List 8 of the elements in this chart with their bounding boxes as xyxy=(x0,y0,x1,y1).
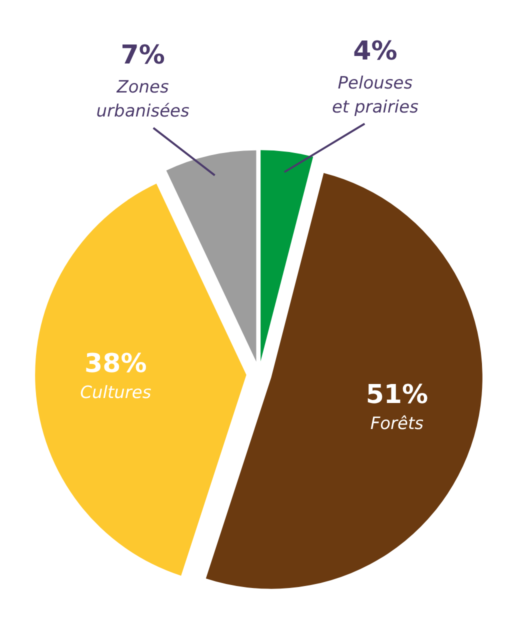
slice-label: Forêts xyxy=(370,414,424,434)
slice-label: Cultures xyxy=(80,383,152,404)
data-label: 4% xyxy=(353,36,398,66)
data-label: 51% xyxy=(366,380,428,410)
slice-label: Zones urbanisées xyxy=(96,78,190,122)
slice-label: Pelouses et prairies xyxy=(332,73,419,118)
data-label: 38% xyxy=(84,348,147,379)
data-label: 7% xyxy=(120,40,165,71)
